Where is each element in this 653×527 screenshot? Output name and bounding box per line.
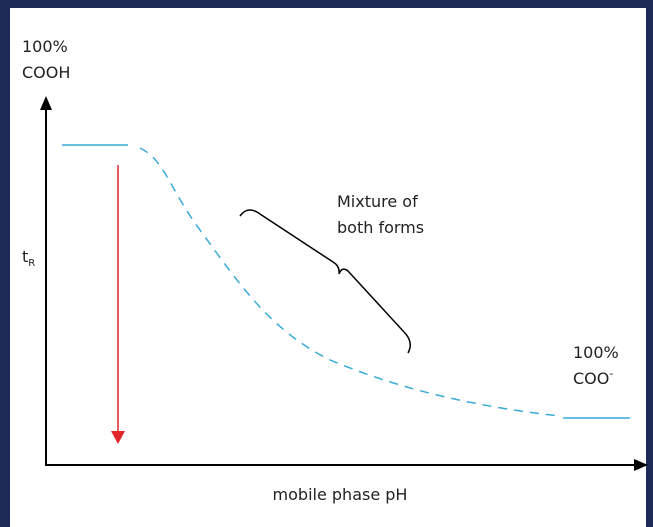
end-label-line1: 100%: [573, 343, 619, 362]
annotation-line2: both forms: [337, 218, 424, 237]
frame-right: [646, 0, 653, 527]
transition-curve: [139, 147, 561, 417]
end-label-line2: COO-: [573, 367, 613, 388]
end-label-text: COO: [573, 369, 609, 388]
top-label-line1: 100%: [22, 37, 68, 56]
annotation-line1: Mixture of: [337, 192, 418, 211]
y-arrowhead: [40, 96, 52, 110]
bracket: [239, 209, 411, 354]
x-arrowhead: [634, 459, 648, 471]
y-label-subscript: R: [28, 258, 35, 269]
y-axis-label: tR: [22, 247, 35, 269]
top-label-line2: COOH: [22, 63, 70, 82]
x-axis-label: mobile phase pH: [273, 485, 408, 504]
y-label-text: t: [22, 247, 28, 266]
frame-left: [0, 0, 10, 527]
frame-top: [0, 0, 653, 8]
end-label-superscript: -: [609, 367, 613, 380]
retention-arrowhead: [111, 431, 125, 444]
